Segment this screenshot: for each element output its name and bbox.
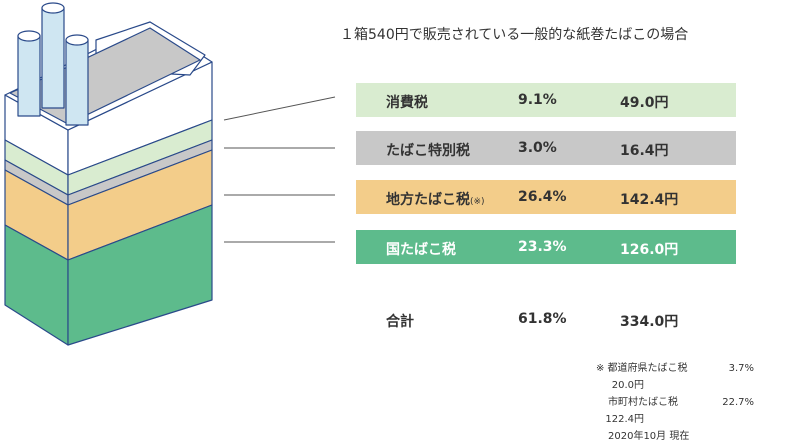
- tax-name-text: 地方たばこ税: [386, 192, 470, 208]
- tax-row: 消費税 9.1% 49.0円: [356, 83, 736, 117]
- tax-row: 地方たばこ税(※) 26.4% 142.4円: [356, 180, 736, 214]
- tax-rate: 23.3%: [518, 239, 567, 255]
- note-name: ※ 都道府県たばこ税: [596, 363, 688, 374]
- total-rate: 61.8%: [518, 311, 567, 327]
- note-name: 市町村たばこ税: [608, 397, 678, 408]
- tax-row: 国たばこ税 23.3% 126.0円: [356, 230, 736, 264]
- tax-amount: 49.0円: [620, 95, 669, 111]
- footnotes: ※ 都道府県たばこ税 3.7% 20.0円 市町村たばこ税 22.7% 122.4円 2…: [596, 360, 787, 445]
- tax-rate: 26.4%: [518, 189, 567, 205]
- tax-name: たばこ特別税: [386, 143, 470, 159]
- title: １箱540円で販売されている一般的な紙巻たばこの場合: [340, 27, 689, 43]
- note-amount: 20.0円: [611, 380, 644, 391]
- note-amount: 122.4円: [605, 414, 644, 425]
- tax-name: 国たばこ税: [386, 242, 456, 258]
- tax-amount: 16.4円: [620, 143, 669, 159]
- note-rate: 22.7%: [722, 397, 754, 408]
- tax-rate: 9.1%: [518, 92, 557, 108]
- total-row: 合計 61.8% 334.0円: [356, 302, 736, 336]
- note-rate: 3.7%: [728, 363, 754, 374]
- tax-rate: 3.0%: [518, 140, 557, 156]
- tax-name: 地方たばこ税(※): [386, 189, 485, 209]
- note-date: 2020年10月 現在: [608, 431, 690, 442]
- tax-row: たばこ特別税 3.0% 16.4円: [356, 131, 736, 165]
- total-amount: 334.0円: [620, 314, 679, 330]
- total-name: 合計: [386, 314, 414, 330]
- tax-amount: 142.4円: [620, 192, 679, 208]
- pack-illustration: [4, 2, 336, 346]
- tax-note-mark: (※): [470, 197, 485, 207]
- tax-amount: 126.0円: [620, 242, 679, 258]
- infographic: １箱540円で販売されている一般的な紙巻たばこの場合 消費税 9.1% 49.0…: [4, 2, 754, 442]
- tax-name: 消費税: [386, 95, 428, 111]
